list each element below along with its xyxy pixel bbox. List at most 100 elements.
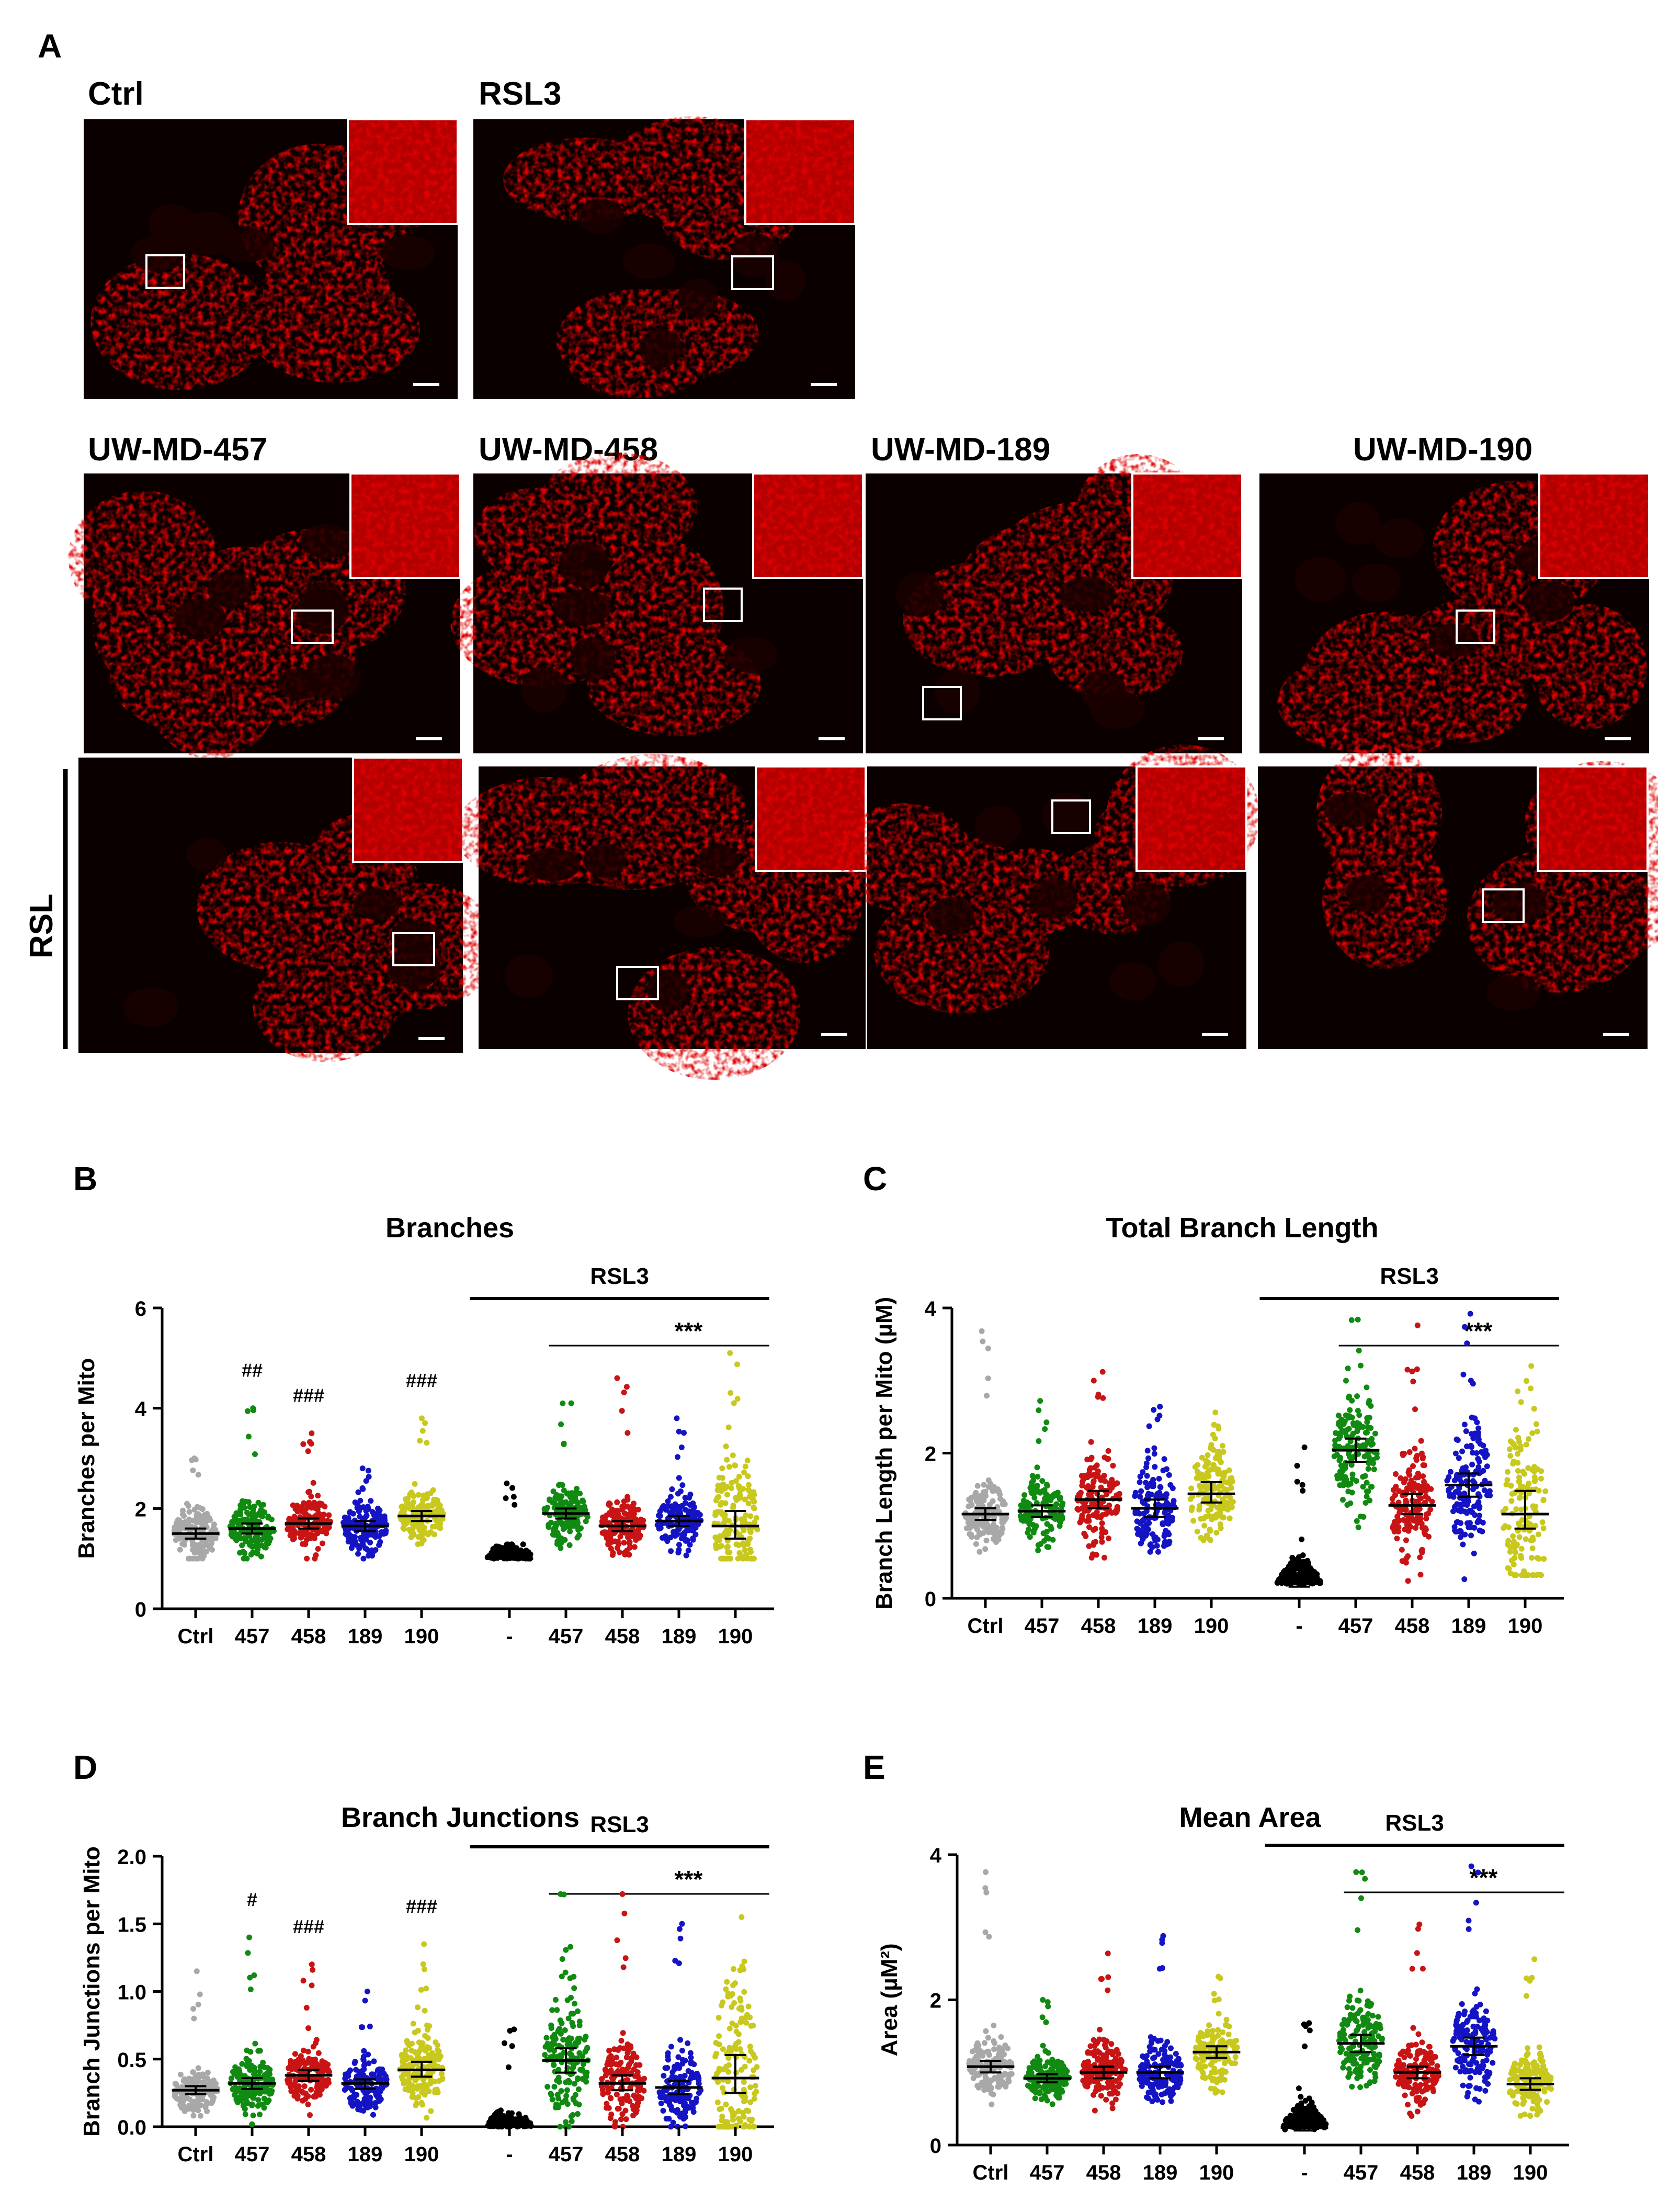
data-point xyxy=(966,1496,972,1503)
data-point xyxy=(676,1428,682,1435)
data-point xyxy=(719,1500,725,1506)
data-point xyxy=(198,2102,204,2108)
data-point xyxy=(623,2116,629,2123)
data-point xyxy=(1539,1519,1546,1526)
data-point xyxy=(422,2033,428,2039)
data-point xyxy=(436,2056,442,2062)
data-point xyxy=(1194,1528,1200,1534)
data-point xyxy=(554,1503,561,1509)
data-point xyxy=(312,2093,319,2100)
data-point xyxy=(612,2119,618,2125)
cell-nucleus xyxy=(1352,563,1401,603)
data-point xyxy=(1157,1404,1163,1410)
zoom-inset xyxy=(752,472,864,579)
cell-nucleus xyxy=(381,235,435,270)
data-point xyxy=(1091,1378,1097,1384)
data-point xyxy=(1513,1549,1519,1555)
data-point xyxy=(608,2112,615,2118)
data-point xyxy=(247,1974,253,1981)
data-point xyxy=(1364,1384,1370,1391)
data-point xyxy=(668,2107,675,2113)
data-point xyxy=(985,1345,991,1351)
data-point xyxy=(1417,1554,1423,1561)
data-point xyxy=(577,1491,583,1497)
data-point xyxy=(1460,1371,1467,1378)
y-tick-label: 0.0 xyxy=(117,2116,146,2139)
data-point xyxy=(717,1537,723,1543)
data-point xyxy=(1482,1477,1488,1484)
data-point xyxy=(576,2102,582,2108)
cell-nucleus xyxy=(928,897,974,936)
data-point xyxy=(1404,1367,1411,1373)
cell-nucleus xyxy=(148,204,195,243)
series-1: 457## xyxy=(227,1360,277,1648)
data-point xyxy=(1208,1466,1214,1473)
data-point xyxy=(1098,1484,1104,1491)
y-axis-label: Branch Junctions per Mito xyxy=(79,1846,105,2137)
data-point xyxy=(619,2100,625,2106)
cell-nucleus xyxy=(1486,975,1541,1011)
data-point xyxy=(203,1549,210,1555)
data-point xyxy=(548,1519,554,1526)
data-point xyxy=(1401,1451,1407,1457)
data-point xyxy=(1097,1475,1103,1481)
data-point xyxy=(677,2037,684,2043)
data-point xyxy=(1360,1484,1366,1490)
data-point xyxy=(604,2101,610,2107)
data-point xyxy=(196,1505,202,1511)
data-point xyxy=(259,2101,265,2107)
data-point xyxy=(197,2113,203,2119)
data-point xyxy=(1530,1503,1536,1509)
cell-nucleus xyxy=(1346,875,1390,912)
data-point xyxy=(1402,1476,1409,1482)
data-point xyxy=(503,1495,509,1502)
data-point xyxy=(360,1555,367,1562)
cell-nucleus xyxy=(697,844,740,877)
data-point xyxy=(1533,1421,1539,1427)
data-point xyxy=(1503,1482,1509,1488)
data-point xyxy=(1204,1532,1210,1539)
data-point xyxy=(582,1507,588,1514)
label-ctrl: Ctrl xyxy=(88,76,144,112)
data-point xyxy=(228,2075,234,2082)
data-point xyxy=(1099,1530,1105,1536)
data-point xyxy=(496,2116,503,2123)
data-point xyxy=(1336,1443,1343,1450)
data-point xyxy=(1516,1534,1523,1540)
data-point xyxy=(1367,1497,1373,1504)
data-point xyxy=(614,1545,620,1551)
data-point xyxy=(640,2076,646,2083)
data-point xyxy=(567,1944,574,1950)
data-point xyxy=(1044,1521,1050,1527)
cell-nucleus xyxy=(300,581,347,623)
data-point xyxy=(558,1421,564,1427)
data-point xyxy=(421,1966,427,1972)
data-point xyxy=(1026,1526,1032,1532)
data-point xyxy=(1342,1418,1348,1425)
data-point xyxy=(675,1491,681,1497)
data-point xyxy=(557,1493,563,1499)
data-point xyxy=(583,1518,589,1525)
data-point xyxy=(1029,1473,1036,1479)
panel-letter: D xyxy=(73,1748,97,1786)
data-point xyxy=(1194,1475,1200,1481)
data-point xyxy=(1419,1525,1425,1531)
cell-nucleus xyxy=(974,806,1021,847)
data-point xyxy=(324,1518,331,1524)
data-point xyxy=(314,1513,321,1519)
data-point xyxy=(626,2061,632,2068)
data-point xyxy=(664,2064,671,2071)
data-point xyxy=(1095,1391,1101,1397)
data-point xyxy=(676,1475,682,1481)
data-point xyxy=(425,2023,431,2029)
data-point xyxy=(555,2095,562,2102)
data-point xyxy=(211,1533,218,1540)
data-point xyxy=(1104,1491,1110,1497)
data-point xyxy=(1396,1488,1402,1494)
data-point xyxy=(728,1390,734,1396)
series-6: 457 xyxy=(542,1891,591,2166)
data-point xyxy=(403,2053,410,2060)
data-point xyxy=(1400,1517,1406,1523)
data-point xyxy=(263,2089,269,2095)
